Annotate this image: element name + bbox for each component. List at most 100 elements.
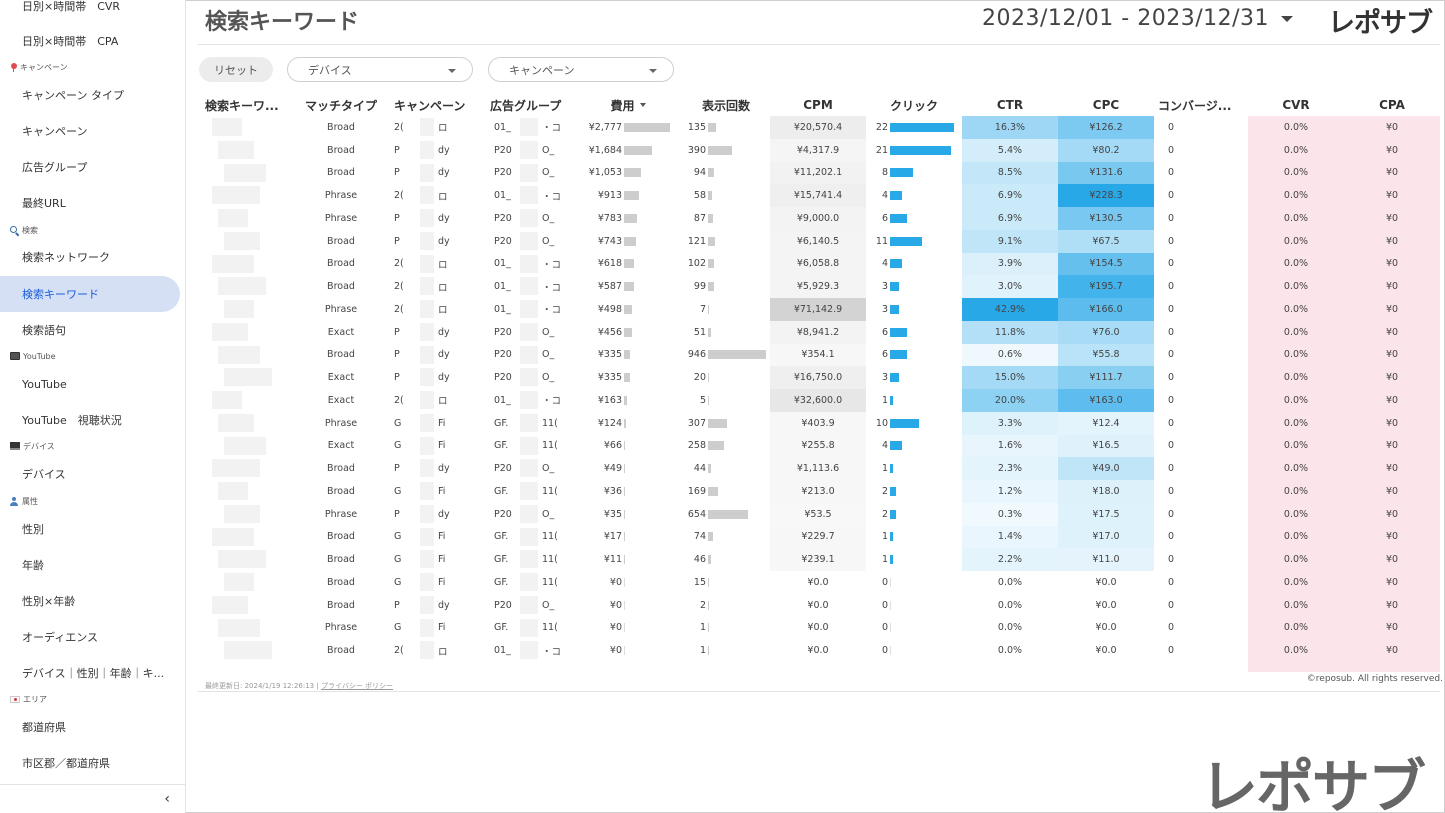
chevron-down-icon[interactable] <box>1281 16 1293 22</box>
campaign-cell-suffix: Fi <box>438 417 446 429</box>
sidebar-item[interactable]: YouTube 視聴状況 <box>0 402 180 438</box>
sidebar-section-header: エリア <box>10 692 47 706</box>
sidebar-item[interactable]: 性別 <box>0 511 180 547</box>
table-row[interactable]: Broad G Fi GF. 11(¥17 74 ¥229.7 1 1.4% ¥17.0 0 0.0%… <box>198 525 1442 549</box>
column-header[interactable]: CTR <box>962 94 1058 116</box>
redacted-ad-group <box>520 482 538 500</box>
table-row[interactable]: Broad 2(ロ 01_ ・コ ¥0 1 ¥0.0 0 0.0% ¥0.0 0 0.0% ¥0 <box>198 639 1442 662</box>
sidebar: 日別×時間帯 CVR 日別×時間帯 CPA キャンペーン タイプ キャンペーン 広告グル… <box>0 0 186 813</box>
ctr-cell: 1.6% <box>962 434 1058 458</box>
clicks-cell-bar <box>890 600 891 610</box>
table-row[interactable]: Broad 2(ロ 01_ ・コ ¥587 99 ¥5,929.3 3 3.0% ¥195.7 0 0… <box>198 275 1442 298</box>
column-header[interactable]: マッチタイプ <box>298 94 384 116</box>
sidebar-item[interactable]: 検索語句 <box>0 312 180 348</box>
cpc-cell: ¥18.0 <box>1058 480 1154 503</box>
sidebar-item[interactable]: 市区郡／都道府県 <box>0 745 180 781</box>
campaign-cell-suffix: dy <box>438 372 450 384</box>
campaign-cell-suffix: ロ <box>438 123 448 135</box>
sidebar-item[interactable]: 都道府県 <box>0 709 180 745</box>
sidebar-item[interactable]: 日別×時間帯 CPA <box>0 23 180 59</box>
clicks-cell: 21 <box>866 139 952 162</box>
ctr-cell: 6.9% <box>962 207 1058 230</box>
campaign-cell-suffix: dy <box>438 167 450 179</box>
table-row[interactable]: Phrase G Fi GF. 11(¥0 1 ¥0.0 0 0.0% ¥0.0 0 0.0% ¥0 <box>198 617 1442 640</box>
campaign-filter[interactable]: キャンペーン <box>488 57 674 82</box>
cpm-cell: ¥15,741.4 <box>770 184 866 207</box>
column-header[interactable]: CPC <box>1058 94 1154 116</box>
sidebar-item[interactable]: 性別×年齢 <box>0 583 180 619</box>
cost-cell-value: ¥743 <box>597 235 622 247</box>
sidebar-collapse-button[interactable]: ‹ <box>0 784 185 813</box>
redacted-campaign <box>420 641 434 660</box>
table-row[interactable]: Phrase 2(ロ 01_ ・コ ¥913 58 ¥15,741.4 4 6.9% ¥228.3… <box>198 184 1442 207</box>
table-row[interactable]: Phrase G Fi GF. 11(¥124 307 ¥403.9 10 3.3% ¥12.4 0… <box>198 411 1442 435</box>
column-header[interactable]: コンバージ... <box>1158 94 1246 116</box>
column-header[interactable]: クリック <box>866 94 962 116</box>
column-header[interactable]: 表示回数 <box>686 94 766 116</box>
sidebar-item[interactable]: 検索キーワード <box>0 276 180 312</box>
column-header[interactable]: 広告グループ <box>490 94 576 116</box>
chevron-left-icon: ‹ <box>164 791 170 807</box>
sidebar-item[interactable]: 広告グループ <box>0 149 180 185</box>
device-filter[interactable]: デバイス <box>287 57 473 82</box>
sidebar-section-header: キャンペーン <box>10 60 68 74</box>
reset-button[interactable]: リセット <box>199 57 273 82</box>
column-header[interactable]: CPA <box>1344 94 1440 116</box>
table-row[interactable]: Broad 2(ロ 01_ ・コ ¥618 102 ¥6,058.8 4 3.9% ¥154.5 0… <box>198 252 1442 276</box>
cvr-cell: 0.0% <box>1283 121 1309 133</box>
sidebar-item[interactable]: キャンペーン タイプ <box>0 77 180 113</box>
flag-icon <box>10 695 20 703</box>
impressions-cell-value: 44 <box>693 463 706 475</box>
match-type-cell: Broad <box>327 121 355 133</box>
sidebar-item[interactable]: デバイス <box>0 456 180 492</box>
sidebar-item[interactable]: 検索ネットワーク <box>0 239 180 275</box>
campaign-cell-suffix: ロ <box>438 305 448 317</box>
column-header[interactable]: 費用 <box>593 94 663 116</box>
impressions-cell-value: 87 <box>693 212 706 224</box>
table-row[interactable]: Broad G Fi GF. 11(¥36 169 ¥213.0 2 1.2% ¥18.0 0 0.0… <box>198 480 1442 503</box>
table-row[interactable]: Broad 2(ロ 01_ ・コ ¥2,777 135 ¥20,570.4 22 16.3% ¥1… <box>198 116 1442 139</box>
table-row[interactable]: Broad G Fi GF. 11(¥0 15 ¥0.0 0 0.0% ¥0.0 0 0.0% ¥0 <box>198 571 1442 594</box>
cpa-cell: ¥0 <box>1385 576 1399 588</box>
sidebar-item[interactable]: 最終URL <box>0 185 180 221</box>
last-updated: 最終更新日: 2024/1/19 12:26:13 | プライバシー ポリシー <box>205 682 394 690</box>
conversions-cell: 0 <box>1167 258 1174 270</box>
cost-cell-value: ¥163 <box>597 394 622 406</box>
sidebar-item[interactable]: YouTube <box>0 366 180 402</box>
sidebar-item[interactable]: 日別×時間帯 CVR <box>0 0 180 24</box>
column-header[interactable]: CPM <box>770 94 866 116</box>
redacted-keyword <box>212 118 242 136</box>
clicks-cell: 4 <box>866 184 902 207</box>
ctr-cell: 0.0% <box>997 645 1023 657</box>
table-row[interactable]: Exact G Fi GF. 11(¥66 258 ¥255.8 4 1.6% ¥16.5 0 0.0… <box>198 434 1442 458</box>
conversions-cell: 0 <box>1167 326 1174 338</box>
table-row[interactable]: Broad G Fi GF. 11(¥11 46 ¥239.1 1 2.2% ¥11.0 0 0.0%… <box>198 548 1442 571</box>
campaign-cell-suffix: Fi <box>438 531 446 543</box>
column-header[interactable]: 検索キーワ... <box>205 94 293 116</box>
impressions-cell-value: 99 <box>693 281 706 293</box>
sidebar-item[interactable]: デバイス｜性別｜年齢｜キ... <box>0 655 180 691</box>
match-type-cell: Broad <box>327 281 355 293</box>
privacy-policy-link[interactable]: プライバシー ポリシー <box>320 682 394 690</box>
column-header[interactable]: キャンペーン <box>394 94 480 116</box>
table-row[interactable]: Phrase 2(ロ 01_ ・コ ¥498 7 ¥71,142.9 3 42.9% ¥166.0… <box>198 298 1442 321</box>
date-range-picker[interactable]: 2023/12/01 - 2023/12/31 <box>982 6 1270 31</box>
table-row[interactable]: Exact 2(ロ 01_ ・コ ¥163 5 ¥32,600.0 1 20.0% ¥163.0 0… <box>198 389 1442 412</box>
sidebar-item[interactable]: オーディエンス <box>0 619 180 655</box>
sidebar-item[interactable]: キャンペーン <box>0 113 180 149</box>
sidebar-item[interactable]: 年齢 <box>0 547 180 583</box>
impressions-cell: 15 <box>678 571 709 594</box>
cpc-cell: ¥17.5 <box>1058 502 1154 526</box>
column-header[interactable]: CVR <box>1248 94 1344 116</box>
ad-group-cell-suffix: 11( <box>542 554 558 566</box>
